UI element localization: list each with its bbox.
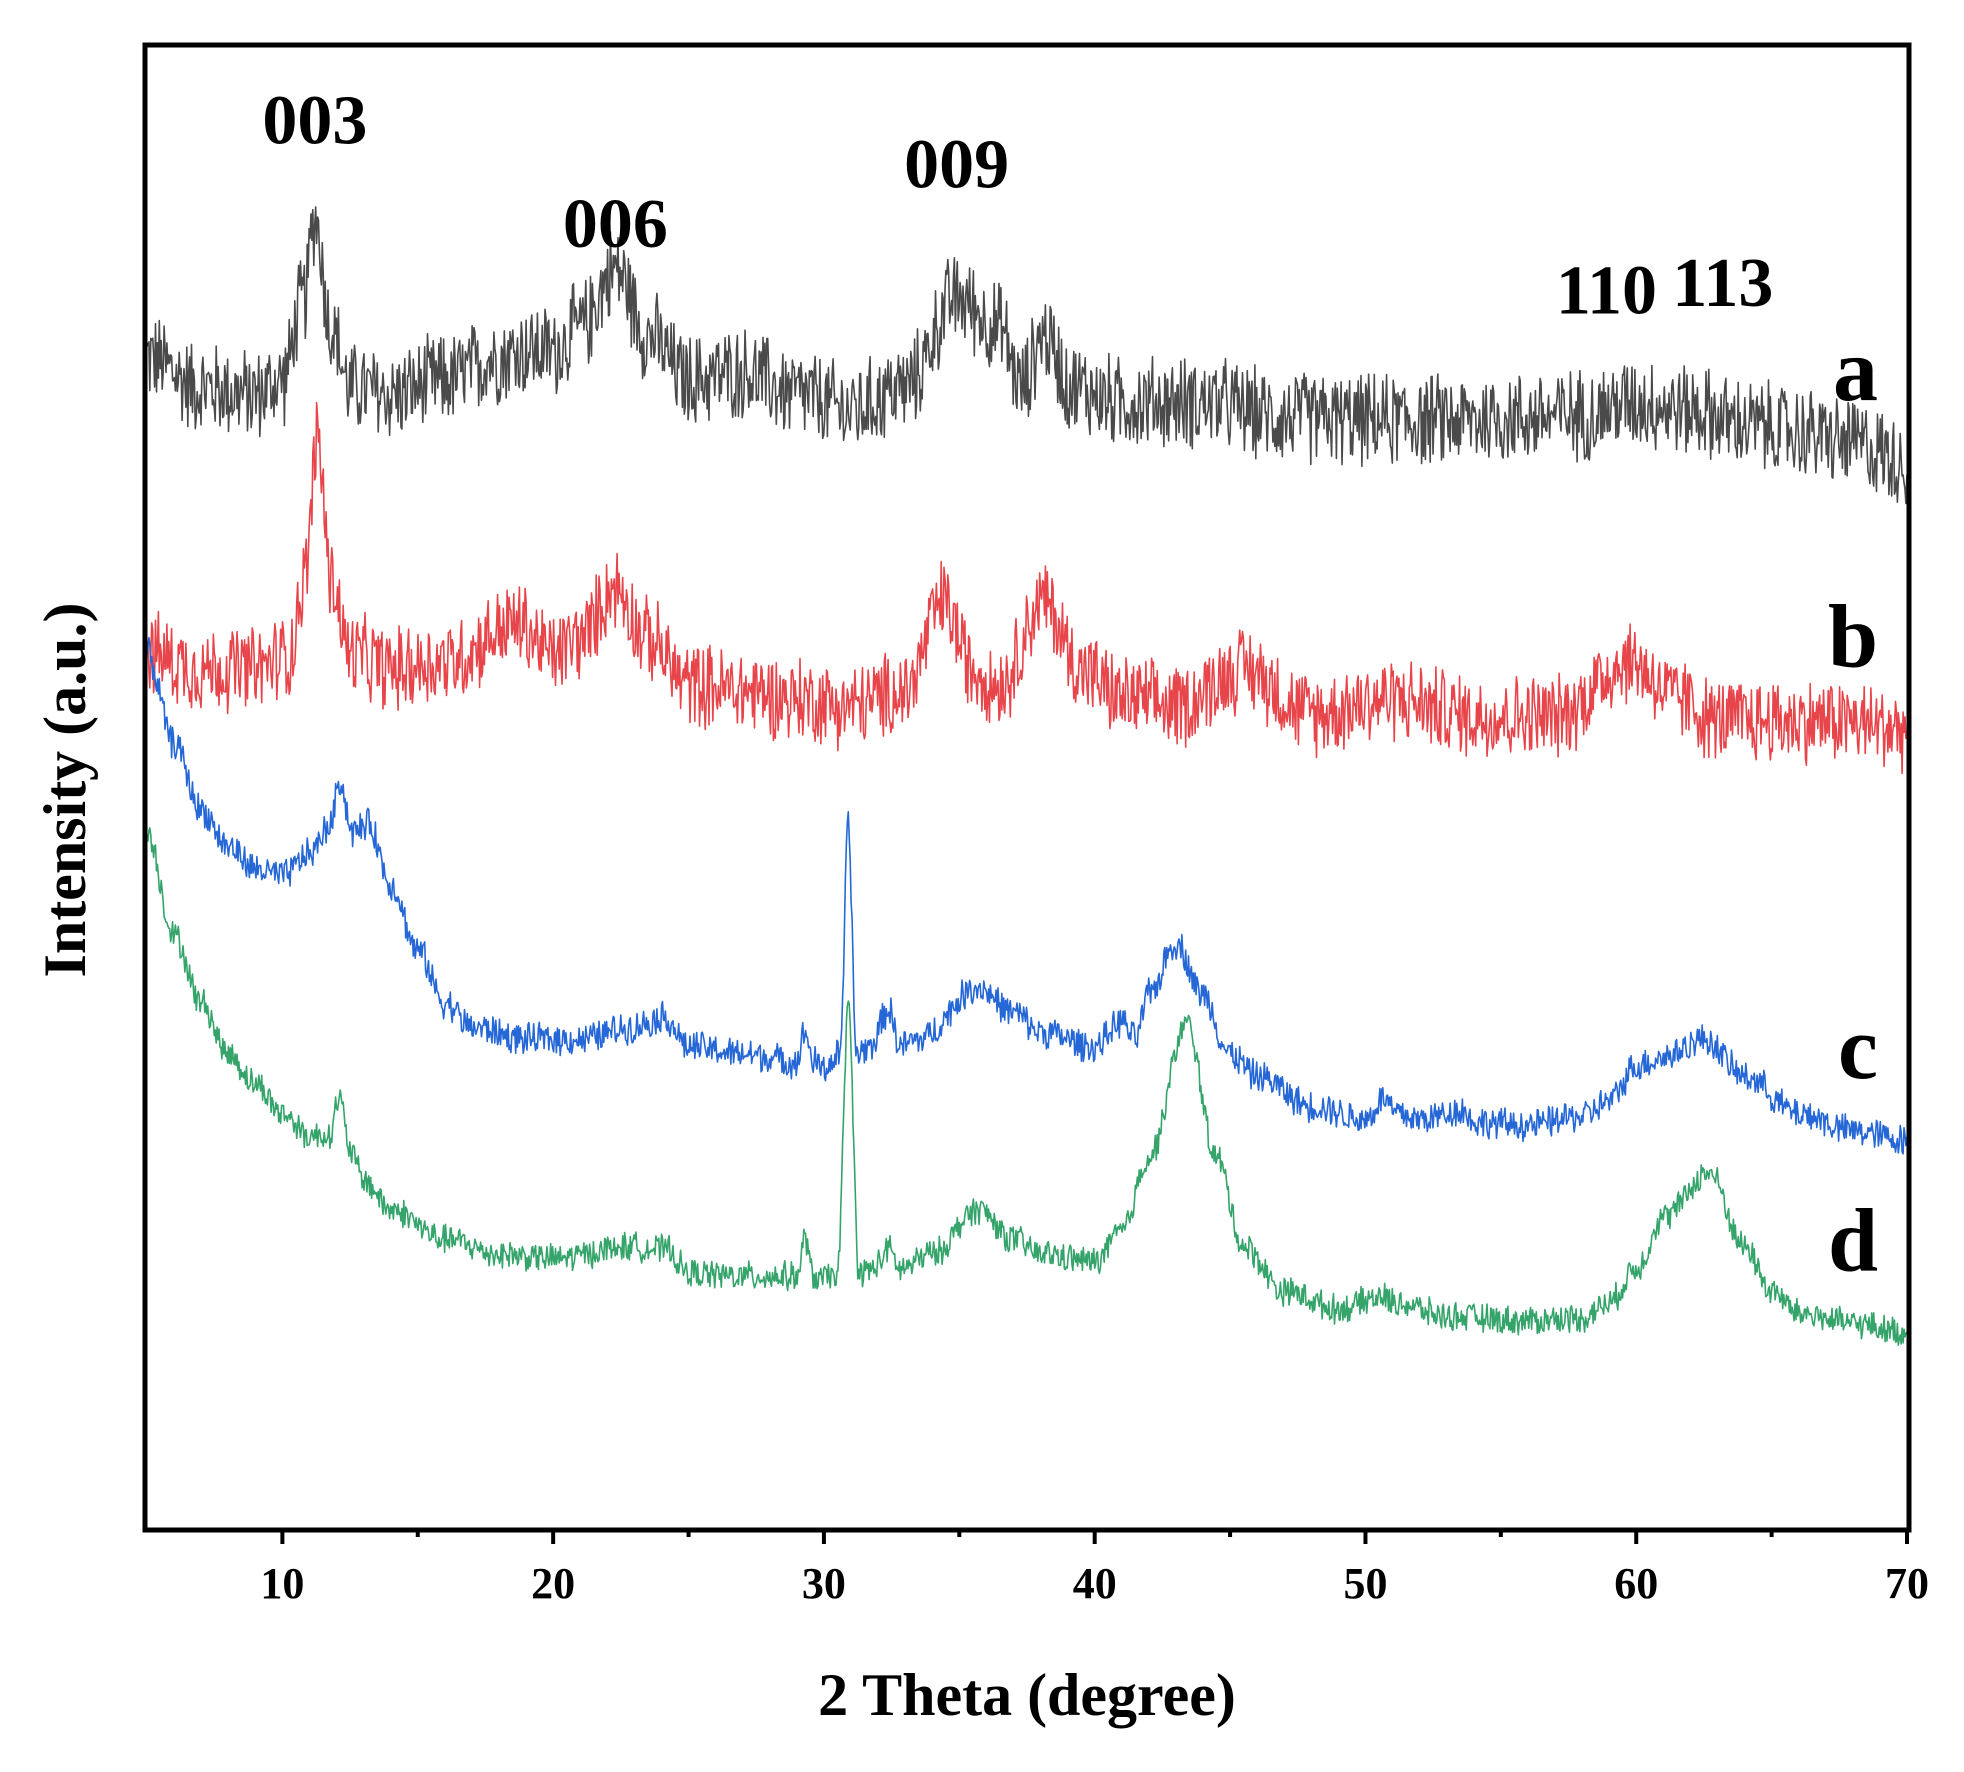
peak-label-110: 110 xyxy=(1556,253,1657,330)
x-tick-label: 30 xyxy=(802,1559,846,1608)
x-tick-label: 20 xyxy=(531,1559,575,1608)
series-c-line xyxy=(147,636,1907,1155)
series-d-line xyxy=(147,827,1907,1346)
x-tick-label: 40 xyxy=(1073,1559,1117,1608)
series-letter-layer: a b cd xyxy=(1828,321,1878,1291)
peak-label-113: 113 xyxy=(1672,245,1773,322)
series-c-label: c xyxy=(1838,999,1878,1098)
series-a-label: a xyxy=(1833,321,1878,420)
series-a-line xyxy=(147,206,1907,505)
series-layer xyxy=(147,206,1907,1346)
x-tick-label: 50 xyxy=(1343,1559,1387,1608)
x-tick-label: 10 xyxy=(260,1559,304,1608)
y-axis-title: Intensity (a.u.) xyxy=(32,602,98,977)
series-b-line xyxy=(147,401,1907,775)
peak-label-layer: 003 006 009 110 113 xyxy=(262,82,1773,329)
peak-label-009: 009 xyxy=(904,127,1009,204)
x-axis-title: 2 Theta (degree) xyxy=(818,1662,1236,1728)
x-axis-ticks: 10 20 30 40 50 60 70 xyxy=(260,1528,1929,1608)
x-tick-label: 60 xyxy=(1614,1559,1658,1608)
peak-label-003: 003 xyxy=(262,82,367,159)
x-tick-label: 70 xyxy=(1885,1559,1929,1608)
series-b-label: b xyxy=(1828,587,1878,686)
plot-frame xyxy=(142,42,1912,1533)
peak-label-006: 006 xyxy=(563,186,668,263)
series-d-label: d xyxy=(1828,1192,1878,1291)
